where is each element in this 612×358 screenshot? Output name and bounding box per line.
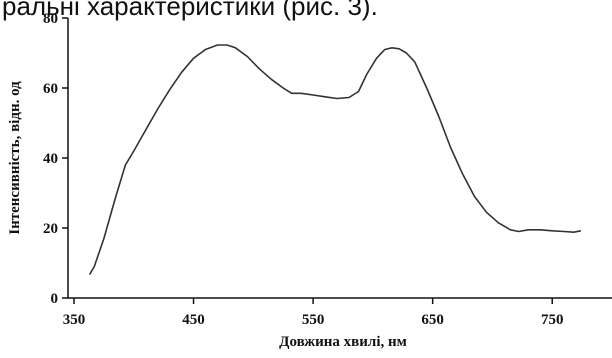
y-tick-label: 80 <box>43 11 58 27</box>
x-axis-title: Довжина хвилі, нм <box>279 334 407 350</box>
y-tick-label: 20 <box>43 221 58 237</box>
y-axis-title: Інтенсивність, відн. од <box>7 81 23 235</box>
y-axis-ticks: 0 20 40 60 80 <box>43 11 68 307</box>
y-tick-label: 40 <box>43 151 58 167</box>
y-tick-label: 60 <box>43 81 58 97</box>
y-tick-label: 0 <box>51 291 59 307</box>
spectrum-line <box>88 44 582 276</box>
x-tick-label: 550 <box>302 312 325 328</box>
x-tick-label: 350 <box>63 312 86 328</box>
x-tick-label: 750 <box>541 312 564 328</box>
x-tick-label: 650 <box>421 312 444 328</box>
x-tick-label: 450 <box>182 312 205 328</box>
page-caption: ральні характеристики (рис. 3). <box>2 0 378 21</box>
x-axis-ticks: 350 450 550 650 750 <box>63 298 564 328</box>
